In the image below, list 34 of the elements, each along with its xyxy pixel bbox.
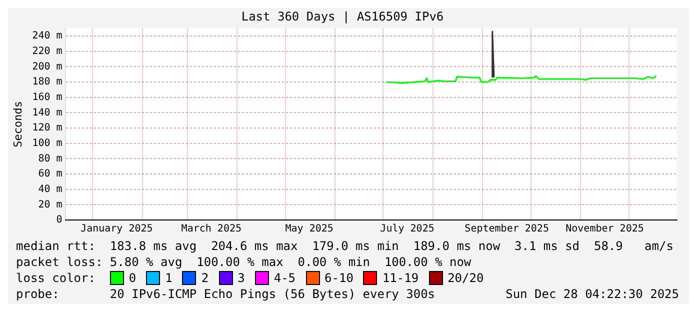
y-tick-label: 160 m [32,92,62,103]
text: probe: 20 IPv6-ICMP Echo Pings (56 Bytes) every 300s [16,286,436,302]
legend-label: 2 [201,270,209,286]
y-tick-label: 20 m [38,199,62,210]
text: median rtt: 183.8 ms avg 204.6 ms max 179.0 ms min 189.0 ms now 3.1 ms sd 58.9 am/s [16,238,674,254]
text: Sun Dec 28 04:22:30 2025 [506,286,679,302]
y-tick-label: 80 m [38,153,62,164]
x-tick-label: July 2025 [380,224,434,235]
x-tick-label: November 2025 [566,224,644,235]
y-tick-label: 40 m [38,184,62,195]
legend-label: 0 [128,270,136,286]
chart-title: Last 360 Days | AS16509 IPv6 [241,9,444,24]
y-axis-title: Seconds [11,101,24,148]
legend-label: 6-10 [324,270,354,286]
y-tick-label: 140 m [32,107,62,118]
y-tick-label: 180 m [32,76,62,88]
x-tick-label: March 2025 [181,224,242,235]
y-tick-label: 240 m [32,30,62,42]
y-tick-label: 220 m [32,46,62,57]
legend-title: loss color: [16,270,96,286]
text: packet loss: 5.80 % avg 100.00 % max 0.00 % min 100.00 % now [16,254,472,270]
y-tick-label: 120 m [32,122,62,134]
legend-label: 4-5 [274,270,296,286]
y-tick-label: 200 m [32,61,62,72]
x-tick-label: January 2025 [80,224,153,235]
y-tick-label: 100 m [32,138,62,149]
x-tick-label: May 2025 [285,224,334,235]
legend-label: 1 [165,270,172,286]
y-tick-label: 60 m [38,168,62,180]
legend-label: 20/20 [448,270,484,286]
x-tick-label: September 2025 [464,224,549,235]
legend-label: 11-19 [382,270,419,286]
legend-label: 3 [238,270,245,286]
y-tick-label: 0 [56,214,62,226]
